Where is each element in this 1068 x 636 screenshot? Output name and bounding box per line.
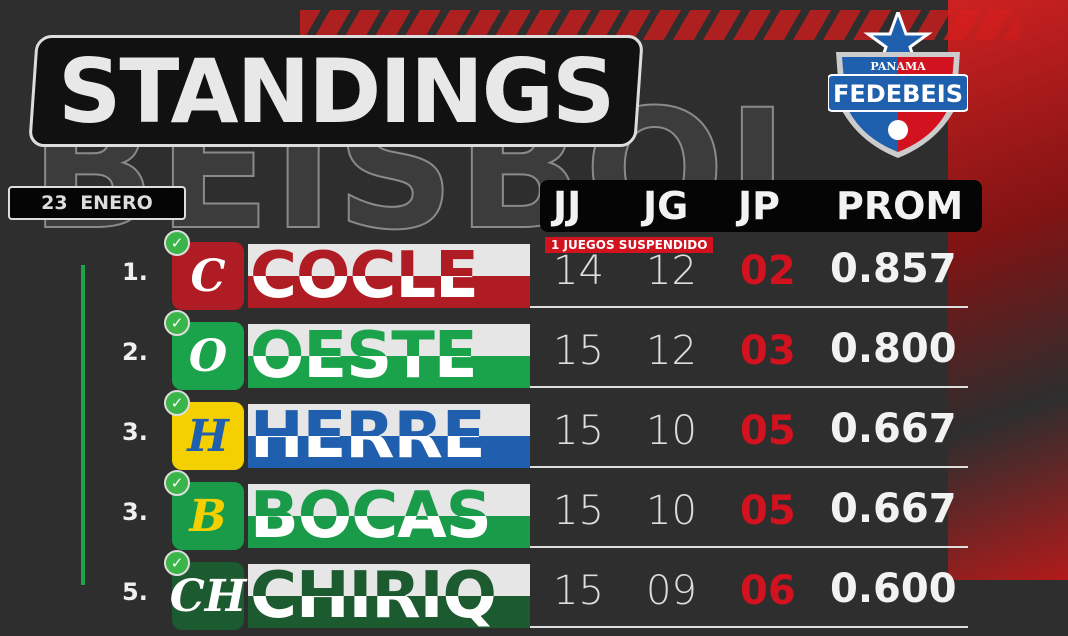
games-lost: 05 (740, 488, 796, 534)
win-percentage: 0.667 (830, 486, 957, 532)
row-divider (530, 466, 968, 468)
rank: 2. (122, 338, 148, 366)
games-won: 12 (646, 248, 697, 294)
games-played: 15 (553, 488, 604, 534)
games-played: 14 (553, 248, 604, 294)
check-icon: ✓ (164, 310, 190, 336)
column-header-bar: JJ JG JP PROM (540, 180, 982, 232)
fedebeis-logo: PANAMA FEDEBEIS (828, 12, 968, 158)
win-percentage: 0.800 (830, 326, 957, 372)
title-text: STANDINGS (58, 39, 614, 143)
header-prom: PROM (836, 184, 964, 228)
qualification-line (81, 265, 85, 585)
rank: 1. (122, 258, 148, 286)
games-played: 15 (553, 568, 604, 614)
row-divider (530, 626, 968, 628)
team-logo: O (172, 322, 244, 390)
win-percentage: 0.857 (830, 246, 957, 292)
games-lost: 03 (740, 328, 796, 374)
svg-text:FEDEBEIS: FEDEBEIS (833, 80, 963, 108)
standings-row: 3. B ✓ BOCAS 15 10 05 0.667 (0, 470, 1068, 556)
standings-row: 1. C ✓ COCLE 14 12 02 0.857 (0, 230, 1068, 316)
team-logo-letter: H (187, 410, 229, 462)
check-icon: ✓ (164, 550, 190, 576)
check-icon: ✓ (164, 470, 190, 496)
games-played: 15 (553, 328, 604, 374)
rank: 3. (122, 498, 148, 526)
team-name: CHIRIQ (248, 564, 530, 628)
standings-row: 5. CH ✓ CHIRIQ 15 09 06 0.600 (0, 550, 1068, 636)
team-name: HERRE (248, 404, 530, 468)
row-divider (530, 306, 968, 308)
team-name: COCLE (248, 244, 530, 308)
row-divider (530, 386, 968, 388)
page-title: STANDINGS (28, 35, 644, 147)
suspended-note: 1 JUEGOS SUSPENDIDO (545, 237, 714, 253)
games-lost: 02 (740, 248, 796, 294)
rank: 5. (122, 578, 148, 606)
header-jg: JG (643, 184, 689, 228)
win-percentage: 0.600 (830, 566, 957, 612)
team-logo-letter: O (188, 330, 228, 382)
row-divider (530, 546, 968, 548)
team-name: BOCAS (248, 484, 530, 548)
check-icon: ✓ (164, 390, 190, 416)
decorative-red-pattern (948, 0, 1068, 580)
games-won: 10 (646, 488, 697, 534)
games-won: 12 (646, 328, 697, 374)
svg-text:PANAMA: PANAMA (870, 60, 926, 73)
rank: 3. (122, 418, 148, 446)
header-jp: JP (738, 184, 780, 228)
games-lost: 06 (740, 568, 796, 614)
standings-row: 2. O ✓ OESTE 15 12 03 0.800 (0, 310, 1068, 396)
date-badge: 23 ENERO (8, 186, 186, 220)
win-percentage: 0.667 (830, 406, 957, 452)
games-played: 15 (553, 408, 604, 454)
games-won: 09 (646, 568, 697, 614)
games-won: 10 (646, 408, 697, 454)
header-jj: JJ (553, 184, 582, 228)
team-name: OESTE (248, 324, 530, 388)
team-logo-letter: C (190, 250, 226, 302)
games-lost: 05 (740, 408, 796, 454)
standings-row: 3. H ✓ HERRE 15 10 05 0.667 (0, 390, 1068, 476)
check-icon: ✓ (164, 230, 190, 256)
team-logo-letter: B (189, 490, 227, 542)
team-logo-letter: CH (169, 570, 247, 622)
